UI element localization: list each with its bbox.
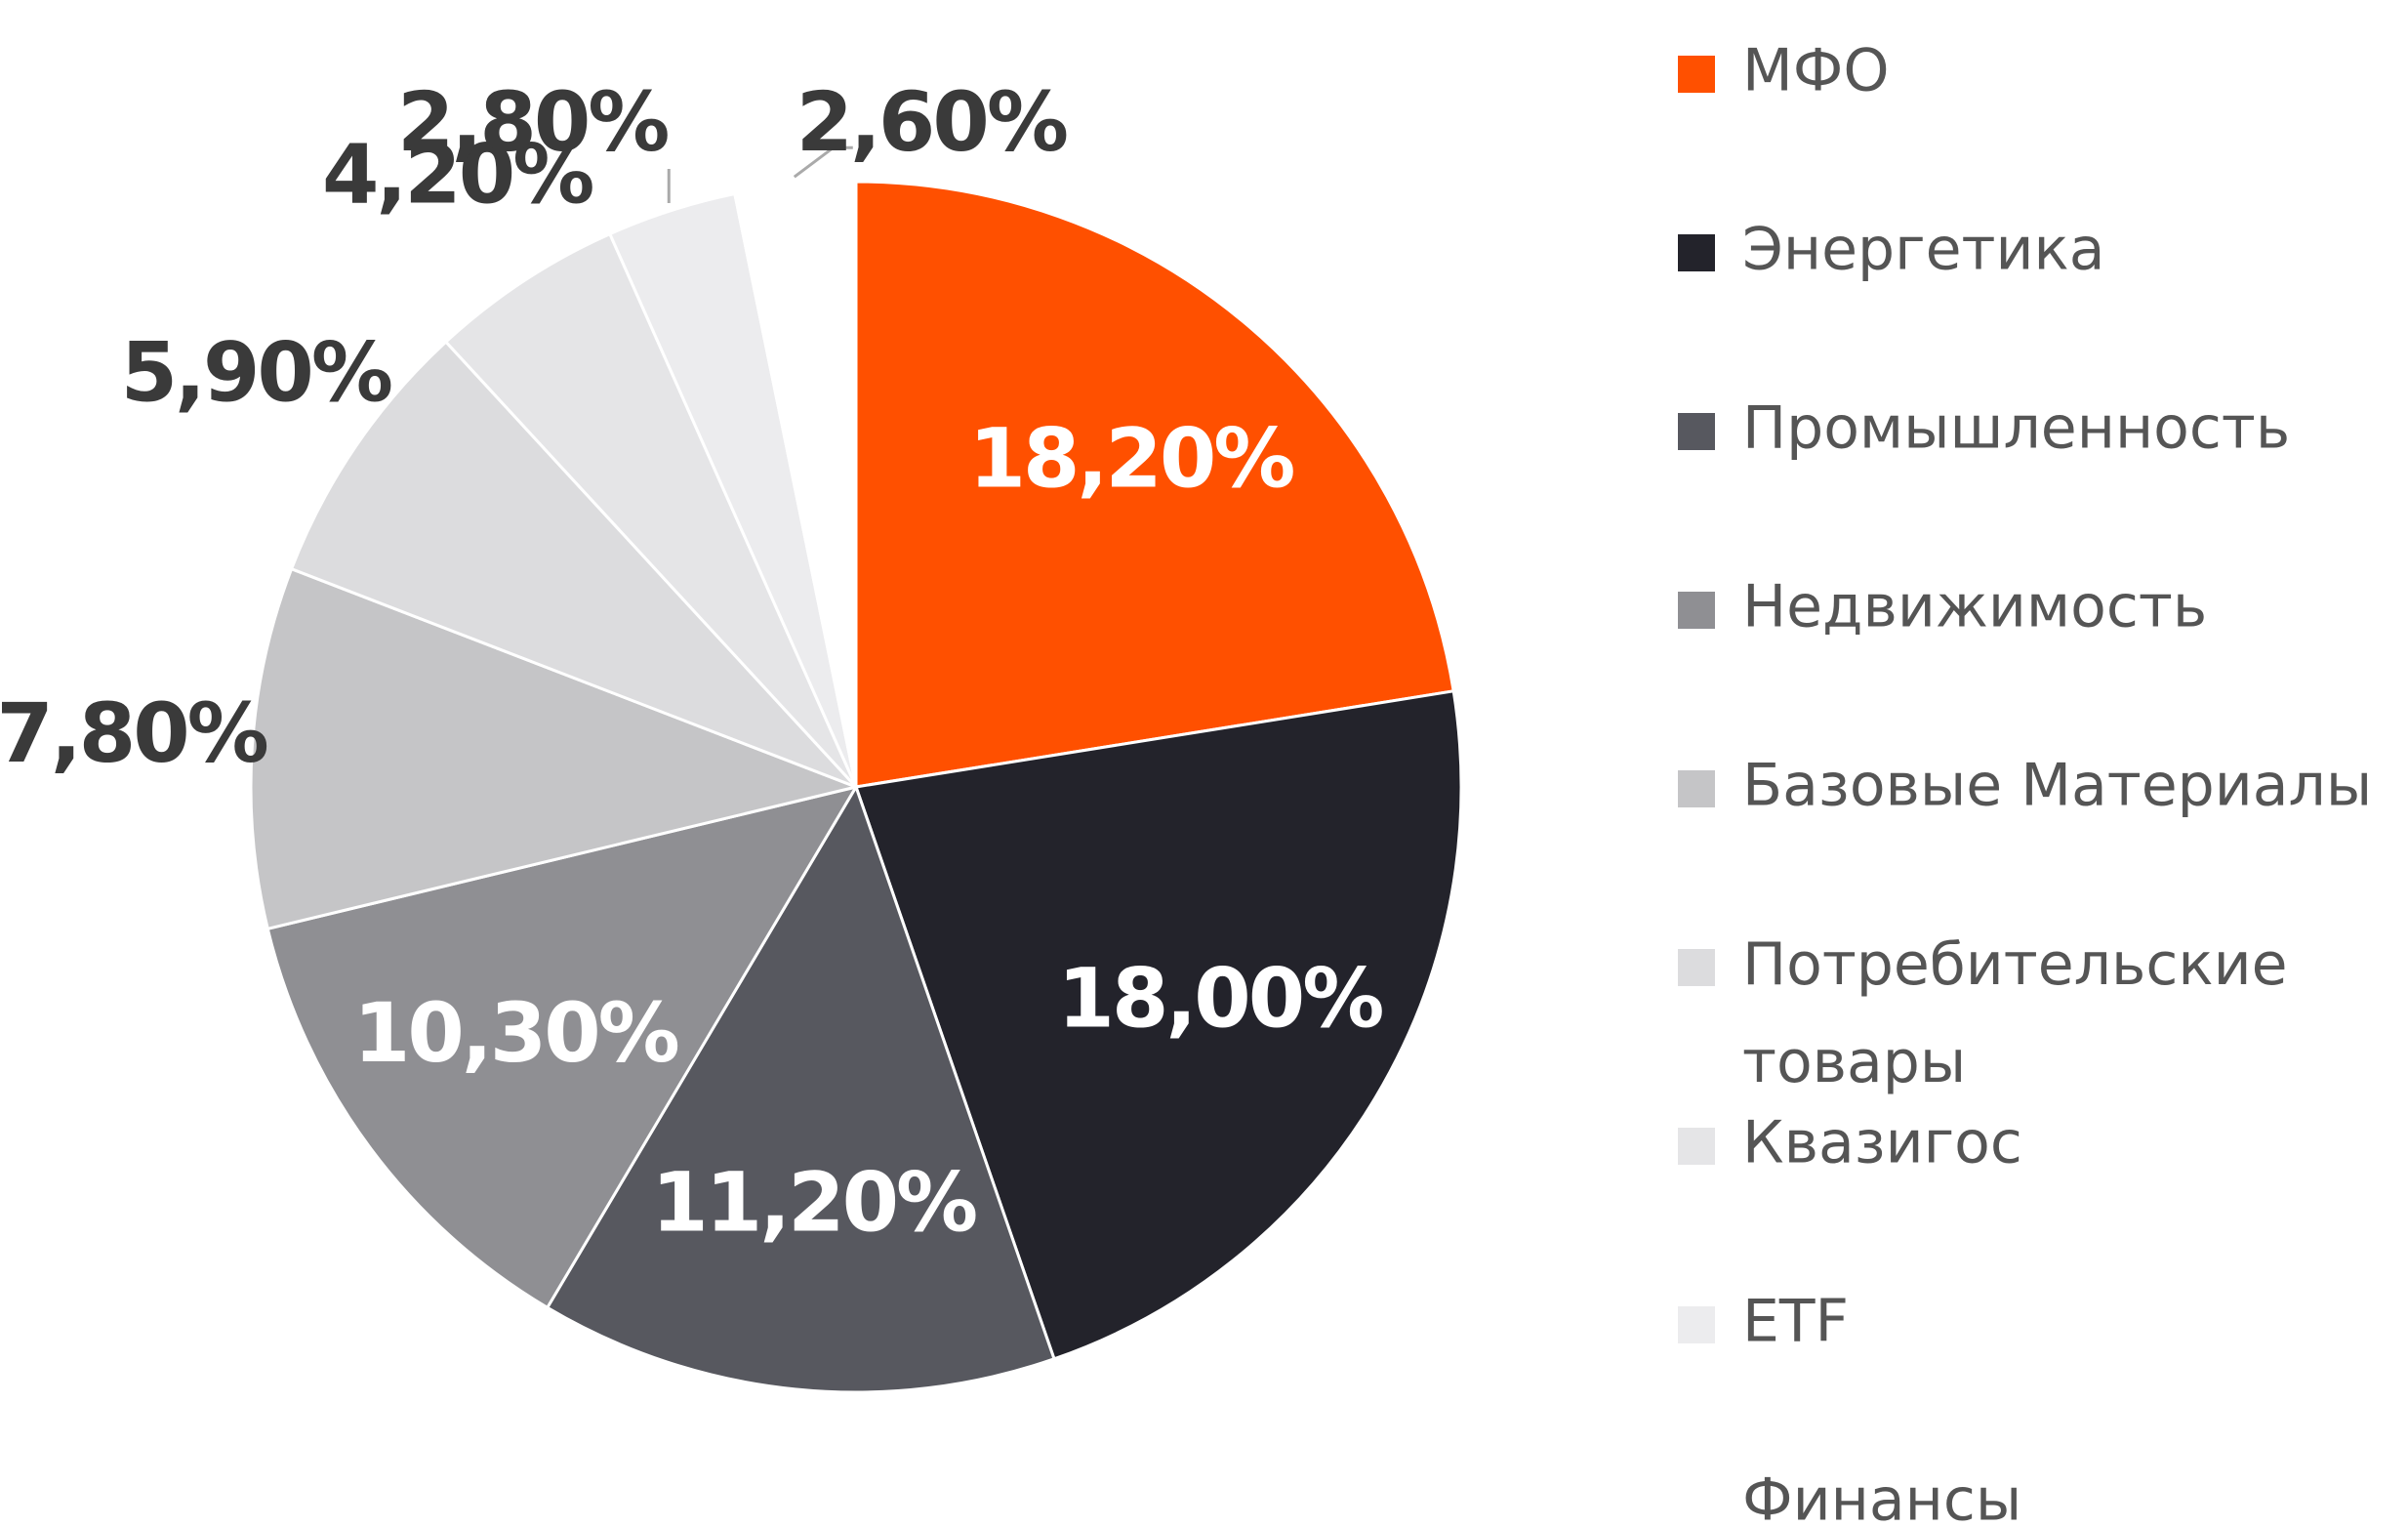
legend-swatch (1678, 1485, 1715, 1522)
pie-slice (443, 231, 858, 789)
legend-swatch (1678, 56, 1715, 93)
data-label: 18,00% (1058, 951, 1383, 1047)
legend-swatch (1678, 234, 1715, 271)
data-label: 18,20% (969, 411, 1294, 507)
legend-label-line: Потребительские (1742, 930, 2306, 999)
leader-line (793, 145, 853, 179)
legend-label: Потребительские товары (1742, 930, 2306, 1096)
legend-label: Квазигос (1742, 1109, 2022, 1177)
legend-swatch (1678, 770, 1715, 807)
data-label: 7,80% (0, 685, 267, 781)
data-label: 11,20% (651, 1155, 976, 1251)
pie-slice (249, 566, 862, 931)
legend-swatch (1678, 1128, 1715, 1165)
pie-slice (854, 180, 1455, 789)
legend-label: ETF (1742, 1288, 1849, 1356)
legend-swatch (1678, 1306, 1715, 1343)
data-label: 10,30% (353, 985, 678, 1081)
legend-swatch (1678, 592, 1715, 629)
data-label: 5,90% (121, 325, 391, 421)
legend-label: Промышленность (1742, 394, 2290, 463)
data-label: 4,20% (322, 126, 592, 222)
legend-swatch (1678, 413, 1715, 450)
pie-slice (853, 689, 1463, 1361)
legend-label: Финансы (1742, 1466, 2021, 1527)
legend-label: МФО (1742, 37, 1890, 105)
legend-label: Энергетика (1742, 216, 2105, 284)
legend-label-line: товары (1742, 1028, 1966, 1096)
pie-slice (733, 180, 858, 788)
legend-label: Базовые Материалы (1742, 752, 2372, 820)
data-label: 2,60% (796, 74, 1067, 170)
legend-swatch (1678, 949, 1715, 986)
pie-slice (289, 339, 858, 789)
pie-slice (545, 783, 1056, 1394)
data-label: 2,80% (397, 74, 668, 170)
pie-slice (265, 784, 860, 1310)
legend-label: Недвижимость (1742, 573, 2207, 641)
